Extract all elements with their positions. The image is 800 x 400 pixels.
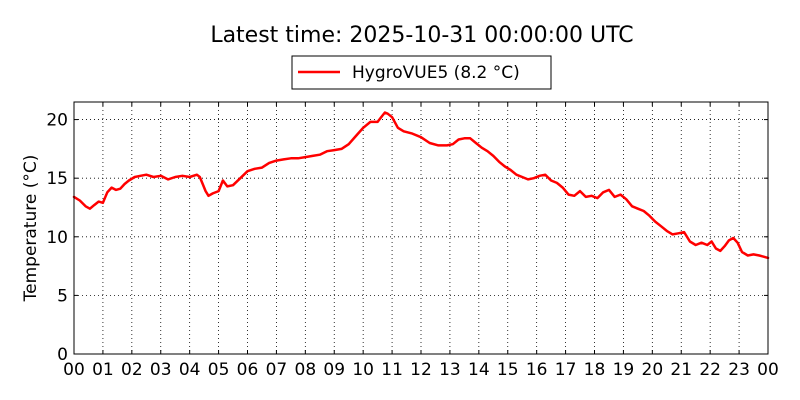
x-tick-label: 03 <box>150 360 172 380</box>
plot-background <box>74 102 768 354</box>
x-tick-label: 12 <box>410 360 432 380</box>
x-tick-label: 00 <box>63 360 85 380</box>
x-tick-label: 06 <box>237 360 259 380</box>
x-tick-label: 14 <box>468 360 490 380</box>
y-tick-label: 5 <box>57 286 68 306</box>
y-tick-label: 20 <box>46 111 68 131</box>
temperature-series-line <box>72 111 770 260</box>
x-tick-label: 23 <box>728 360 750 380</box>
x-tick-label: 17 <box>555 360 577 380</box>
legend: HygroVUE5 (8.2 °C) <box>291 55 552 90</box>
y-tick-label: 0 <box>57 345 68 365</box>
x-tick-label: 11 <box>381 360 403 380</box>
x-tick-label: 02 <box>121 360 143 380</box>
x-tick-label: 10 <box>352 360 374 380</box>
x-tick-label: 20 <box>642 360 664 380</box>
x-tick-label: 04 <box>179 360 201 380</box>
x-tick-label: 09 <box>323 360 345 380</box>
y-axis-label: Temperature (°C) <box>21 155 41 303</box>
y-axis: 0 5 10 15 20 <box>46 111 768 365</box>
x-axis: 00 01 02 03 04 05 06 07 08 09 10 11 12 13 14 15 16 17 18 19… <box>63 102 779 380</box>
x-tick-label: 07 <box>266 360 288 380</box>
x-tick-label: 15 <box>497 360 519 380</box>
x-tick-label: 13 <box>439 360 461 380</box>
legend-series-label: HygroVUE5 (8.2 °C) <box>352 63 520 83</box>
x-tick-label: 18 <box>584 360 606 380</box>
series-layer <box>72 111 770 260</box>
x-tick-label: 08 <box>295 360 317 380</box>
x-tick-label: 01 <box>92 360 114 380</box>
x-tick-label: 21 <box>670 360 692 380</box>
x-tick-label: 22 <box>699 360 721 380</box>
x-tick-label: 05 <box>208 360 230 380</box>
y-tick-label: 10 <box>46 228 68 248</box>
x-tick-label: 16 <box>526 360 548 380</box>
y-tick-label: 15 <box>46 169 68 189</box>
plot-area <box>72 101 770 355</box>
x-tick-label: 19 <box>613 360 635 380</box>
chart-title: Latest time: 2025-10-31 00:00:00 UTC <box>210 23 633 48</box>
x-tick-label: 00 <box>757 360 779 380</box>
